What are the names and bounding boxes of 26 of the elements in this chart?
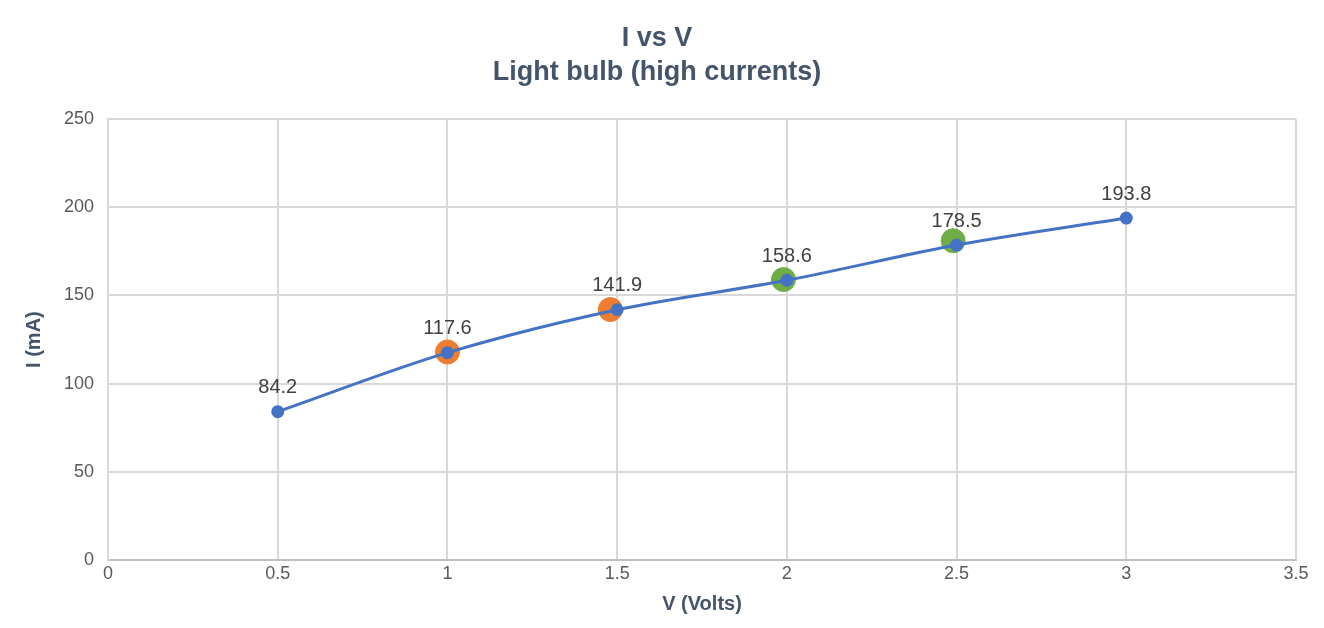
data-label: 158.6 — [761, 243, 812, 266]
x-tick-label: 3.5 — [1283, 563, 1309, 584]
chart-title: I vs V — [621, 21, 693, 52]
data-label: 141.9 — [592, 273, 643, 296]
x-tick-label: 0 — [103, 563, 114, 584]
point — [271, 405, 285, 419]
y-tick-label: 100 — [63, 372, 95, 393]
point — [1119, 211, 1133, 225]
data-label: 117.6 — [423, 316, 472, 339]
x-tick-label: 1 — [442, 563, 453, 584]
x-axis-title: V (Volts) — [662, 591, 742, 614]
y-tick-label: 250 — [63, 107, 95, 128]
x-tick-label: 2 — [781, 563, 792, 584]
data-label: 193.8 — [1101, 181, 1152, 204]
y-tick-label: 50 — [74, 461, 95, 482]
y-tick-label: 150 — [63, 284, 95, 305]
x-tick-label: 0.5 — [265, 563, 291, 584]
chart-subtitle: Light bulb (high currents) — [492, 56, 822, 87]
y-tick-label: 0 — [84, 549, 95, 570]
x-tick-label: 2.5 — [944, 563, 970, 584]
y-tick-label: 200 — [63, 196, 95, 217]
x-tick-label: 1.5 — [604, 563, 630, 584]
y-axis-title: I (mA) — [21, 311, 44, 368]
data-label: 84.2 — [258, 375, 298, 398]
x-tick-label: 3 — [1121, 563, 1132, 584]
data-label: 178.5 — [931, 208, 982, 231]
